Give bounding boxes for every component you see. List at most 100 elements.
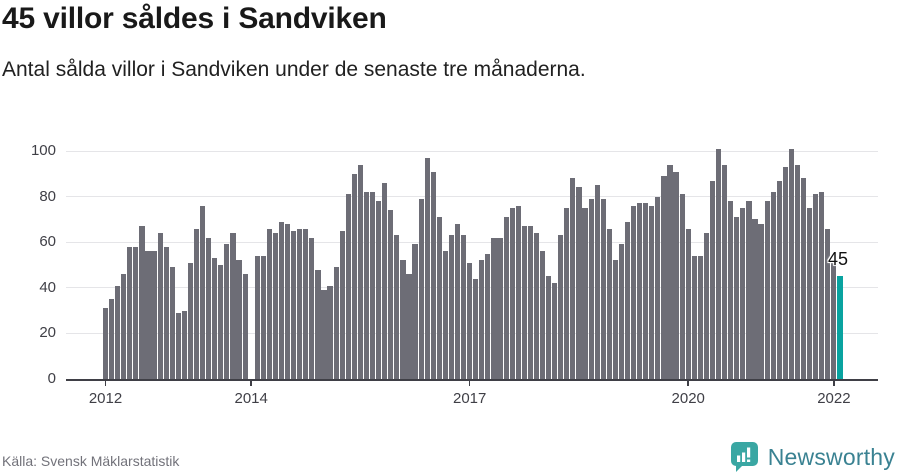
bar (728, 201, 734, 379)
bar (236, 260, 242, 379)
newsworthy-logo-icon (730, 442, 758, 472)
bar (752, 219, 758, 379)
bar (442, 251, 448, 379)
bar (661, 176, 667, 379)
bar (127, 246, 133, 379)
bar (746, 201, 752, 379)
bar (770, 192, 776, 379)
bar (212, 258, 218, 379)
bar (709, 180, 716, 379)
bar (600, 198, 606, 379)
bar (115, 285, 121, 379)
bar (169, 267, 175, 379)
bar (218, 265, 224, 379)
bar (193, 228, 200, 379)
bar (570, 178, 576, 379)
bar (345, 194, 351, 379)
bar (454, 223, 461, 379)
bar (175, 312, 181, 379)
bar (527, 226, 533, 379)
x-axis-label: 2017 (453, 390, 487, 407)
bar (782, 166, 788, 379)
bar (357, 164, 364, 379)
bar (819, 192, 825, 379)
bar (230, 233, 236, 379)
gridline (66, 241, 878, 243)
bar (521, 226, 527, 379)
bar (515, 205, 521, 379)
gridline (66, 150, 878, 152)
bar (285, 223, 291, 379)
logo-bar-short (736, 455, 740, 462)
bar (673, 171, 679, 379)
bar (133, 246, 139, 379)
bar (436, 217, 442, 379)
chart-title: 45 villor såldes i Sandviken (2, 2, 387, 35)
bar (181, 310, 187, 379)
bar (800, 178, 807, 379)
bar (546, 276, 552, 379)
bar (813, 194, 819, 379)
bar (291, 230, 297, 379)
bar (788, 148, 794, 379)
bar (740, 208, 746, 379)
bar (618, 244, 625, 379)
bar (151, 251, 157, 379)
bar (776, 180, 782, 379)
y-axis-label: 100 (30, 142, 56, 159)
axis-tick (468, 381, 471, 386)
y-axis-label: 60 (39, 233, 56, 251)
bar (430, 171, 436, 379)
bar (102, 308, 109, 379)
gridline (66, 196, 878, 198)
bar (424, 157, 430, 379)
bar (278, 221, 285, 379)
bar (187, 262, 194, 379)
bar (491, 237, 497, 379)
bar (703, 233, 710, 379)
bar (685, 228, 691, 379)
bar (108, 299, 115, 379)
bar (254, 255, 260, 379)
bar (200, 205, 206, 379)
bar (412, 244, 418, 379)
bar (539, 251, 546, 379)
bar (576, 187, 582, 379)
bar (533, 233, 540, 379)
bar (734, 217, 740, 379)
bar (612, 260, 618, 379)
axis-tick (250, 381, 252, 386)
bar (643, 203, 649, 379)
bar (145, 251, 151, 379)
bar (479, 260, 485, 379)
x-axis-line (66, 379, 878, 381)
bar (594, 185, 600, 379)
bar (667, 164, 673, 379)
bar (552, 283, 558, 379)
logo-bar-medium (741, 452, 745, 462)
bar (206, 237, 212, 379)
bar (418, 198, 424, 379)
bar (831, 262, 837, 379)
bar (473, 278, 479, 379)
bar (139, 226, 145, 379)
bar (376, 201, 382, 379)
bar (764, 201, 770, 379)
bar (260, 255, 266, 379)
bar (394, 235, 400, 379)
x-axis-label: 2014 (234, 390, 268, 407)
bar (333, 267, 339, 379)
axis-tick (687, 381, 689, 386)
bar (461, 235, 467, 379)
bar (582, 208, 588, 379)
chart-subtitle: Antal sålda villor i Sandviken under de … (2, 58, 586, 81)
speech-bubble-tail (735, 464, 744, 472)
newsworthy-logo[interactable]: Newsworthy (729, 441, 895, 473)
bar (157, 233, 163, 379)
bar (649, 205, 655, 379)
bar (758, 223, 764, 379)
bar (388, 210, 394, 379)
logo-exclamation-bar (746, 447, 750, 458)
bar (558, 235, 564, 379)
